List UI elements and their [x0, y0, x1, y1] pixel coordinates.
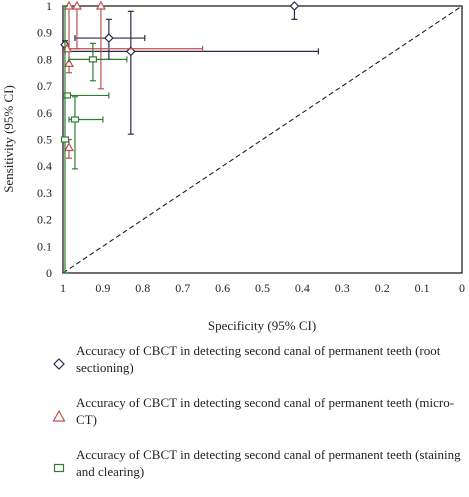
series-square: [60, 5, 128, 274]
data-point-square: [60, 136, 70, 143]
x-tick-label: 0.7: [175, 281, 190, 295]
data-point-diamond: [104, 33, 114, 43]
legend-label: Accuracy of CBCT in detecting second can…: [76, 447, 461, 479]
legend-label: Accuracy of CBCT in detecting second can…: [76, 395, 455, 427]
y-tick-label: 0.8: [37, 52, 52, 66]
legend-item-staining-clearing: Accuracy of CBCT in detecting second can…: [52, 446, 469, 490]
y-tick-label: 0.6: [37, 106, 52, 120]
y-tick-label: 0.4: [37, 159, 52, 173]
triangle-icon: [52, 409, 66, 422]
data-point-square: [62, 92, 72, 99]
square-icon: [53, 463, 65, 473]
y-axis-label: Sensitivity (95% CI): [1, 85, 16, 193]
legend: Accuracy of CBCT in detecting second can…: [52, 342, 469, 497]
series-triangle: [61, 0, 204, 159]
x-tick-label: 0.2: [375, 281, 390, 295]
x-tick-label: 0.1: [415, 281, 430, 295]
y-tick-label: 0.9: [37, 26, 52, 40]
x-tick-label: 0.3: [335, 281, 350, 295]
diamond-icon: [53, 358, 65, 370]
x-axis-label: Specificity (95% CI): [208, 318, 316, 333]
x-tick-label: 0.4: [295, 281, 310, 295]
y-tick-label: 0.3: [37, 186, 52, 200]
data-point-square: [70, 116, 80, 123]
y-tick-label: 0.1: [37, 239, 52, 253]
legend-label: Accuracy of CBCT in detecting second can…: [76, 343, 441, 375]
data-marks: [60, 0, 319, 274]
x-tick-label: 0: [459, 281, 465, 295]
data-point-triangle: [63, 142, 75, 152]
axes: [62, 5, 463, 274]
data-point-triangle: [63, 58, 75, 68]
data-point-triangle: [71, 0, 82, 10]
x-tick-label: 0.5: [255, 281, 270, 295]
y-tick-label: 0.5: [37, 133, 52, 147]
y-tick-label: 0: [46, 266, 52, 280]
data-point-diamond: [125, 46, 136, 57]
x-tick-label: 0.8: [135, 281, 150, 295]
data-point-diamond: [289, 1, 300, 11]
data-point-triangle: [95, 0, 106, 10]
series-diamond: [60, 1, 319, 135]
x-tick-label: 0.9: [95, 281, 110, 295]
y-tick-label: 0.2: [37, 213, 52, 227]
x-tick-label: 1: [60, 281, 66, 295]
tick-labels: 1 0.9 0.8 0.7 0.6 0.5 0.4 0.3 0.2 0.1 0 0 0.1 0.2 0.3 0…: [37, 0, 465, 295]
data-point-square: [88, 56, 98, 63]
y-tick-label: 0.7: [37, 79, 52, 93]
x-tick-label: 0.6: [215, 281, 230, 295]
y-tick-label: 1: [46, 0, 52, 13]
legend-item-root-sectioning: Accuracy of CBCT in detecting second can…: [52, 342, 469, 386]
sroc-chart: 1 0.9 0.8 0.7 0.6 0.5 0.4 0.3 0.2 0.1 0 0 0.1 0.2 0.3 0…: [1, 0, 465, 333]
reference-diagonal-line: [62, 5, 463, 274]
legend-item-micro-ct: Accuracy of CBCT in detecting second can…: [52, 394, 469, 438]
